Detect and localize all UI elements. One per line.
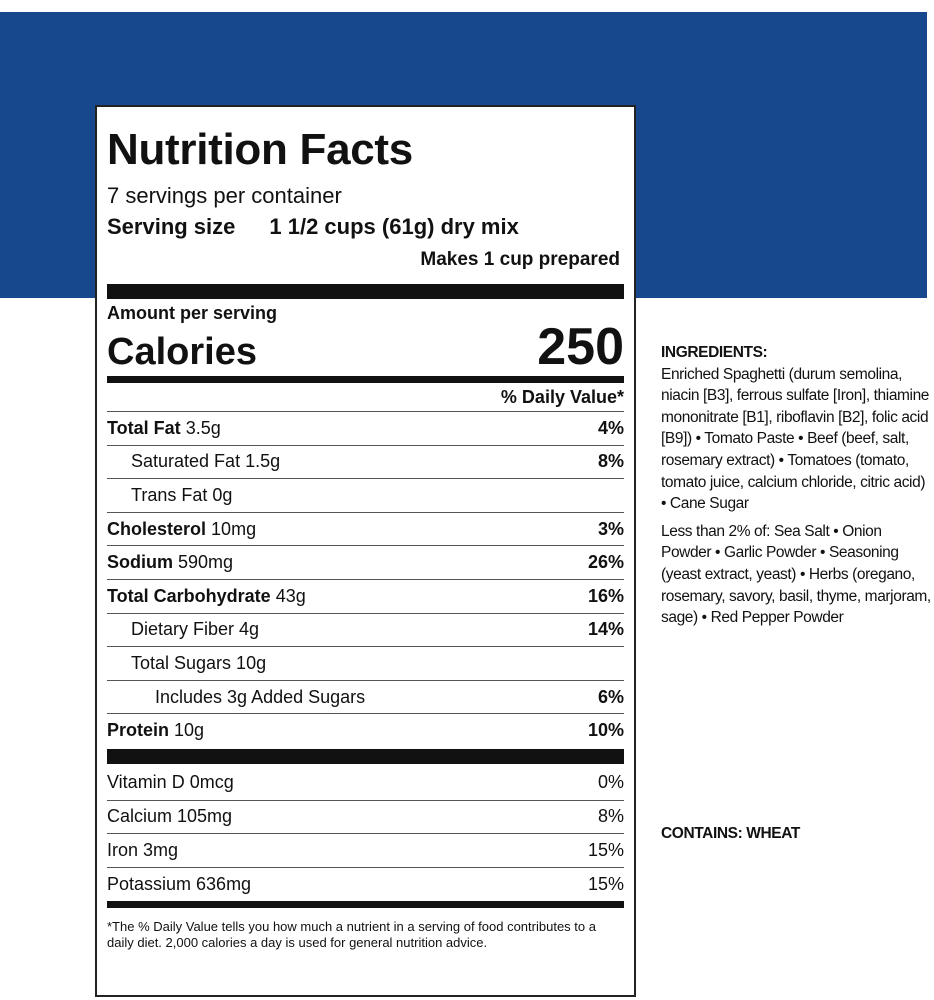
- daily-value-percent: 8%: [597, 451, 624, 472]
- allergen-statement: CONTAINS: WHEAT: [661, 825, 800, 842]
- nutrient-row: Total Fat 3.5g 4%: [107, 411, 624, 445]
- daily-value-percent: 0%: [597, 772, 624, 793]
- daily-value-percent: 14%: [587, 619, 624, 640]
- nutrient-row: Sodium 590mg 26%: [107, 545, 624, 579]
- daily-value-percent: 16%: [587, 585, 624, 606]
- medium-divider: [107, 376, 624, 383]
- label-title: Nutrition Facts: [107, 125, 413, 174]
- nutrient-name: Cholesterol 10mg: [107, 519, 256, 540]
- ingredients-main: Enriched Spaghetti (durum semolina, niac…: [661, 365, 930, 513]
- makes-prepared: Makes 1 cup prepared: [420, 249, 620, 270]
- daily-value-percent: 4%: [597, 417, 624, 438]
- nutrient-row: Total Carbohydrate 43g 16%: [107, 579, 624, 613]
- daily-value-percent: 10%: [587, 720, 624, 741]
- vitamin-row: Potassium 636mg 15%: [107, 866, 624, 901]
- nutrient-name: Saturated Fat 1.5g: [131, 451, 281, 472]
- vitamin-name: Iron 3mg: [107, 839, 179, 860]
- nutrient-name: Includes 3g Added Sugars: [155, 686, 366, 707]
- nutrient-row: Trans Fat 0g: [107, 478, 624, 512]
- nutrient-row: Total Sugars 10g: [107, 646, 624, 680]
- nutrient-name: Sodium 590mg: [107, 552, 233, 573]
- nutrient-name: Total Sugars 10g: [131, 652, 267, 673]
- nutrient-label: Sodium: [107, 552, 173, 573]
- nutrient-amount: 10mg: [211, 518, 257, 539]
- nutrient-name: Dietary Fiber 4g: [131, 619, 260, 640]
- vitamin-name: Vitamin D 0mcg: [107, 772, 234, 793]
- vitamin-name: Calcium 105mg: [107, 806, 233, 827]
- vitamin-row: Iron 3mg 15%: [107, 833, 624, 867]
- nutrient-label: Total Carbohydrate: [107, 585, 271, 606]
- nutrient-row: Protein 10g 10%: [107, 713, 624, 747]
- medium-divider: [107, 901, 624, 908]
- daily-value-percent: 6%: [597, 686, 624, 707]
- nutrient-name: Trans Fat 0g: [131, 484, 233, 505]
- nutrient-row: Cholesterol 10mg 3%: [107, 511, 624, 546]
- footnote: *The % Daily Value tells you how much a …: [107, 919, 596, 950]
- nutrient-amount: 10g: [174, 720, 205, 741]
- calories-row: Calories 250: [107, 317, 624, 377]
- daily-value-percent: 26%: [587, 552, 624, 573]
- vitamin-name: Potassium 636mg: [107, 873, 252, 894]
- daily-value-percent: 15%: [587, 873, 624, 894]
- nutrient-label: Protein: [107, 720, 170, 741]
- thick-divider: [107, 749, 624, 764]
- nutrient-row: Saturated Fat 1.5g 8%: [107, 444, 624, 479]
- nutrient-amount: 590mg: [178, 552, 234, 573]
- nutrient-row: Dietary Fiber 4g 14%: [107, 612, 624, 647]
- amount-per-serving: Amount per serving: [107, 303, 278, 323]
- serving-size-value: 1 1/2 cups (61g) dry mix: [269, 214, 519, 239]
- nutrient-name: Protein 10g: [107, 720, 204, 741]
- vitamin-row: Calcium 105mg 8%: [107, 799, 624, 834]
- nutrition-facts-label: Nutrition Facts 7 servings per container…: [95, 105, 636, 997]
- daily-value-percent: 8%: [597, 806, 624, 827]
- nutrient-amount: 3.5g: [185, 417, 221, 438]
- serving-size-label: Serving size: [107, 214, 236, 239]
- serving-size: Serving size 1 1/2 cups (61g) dry mix: [107, 214, 624, 240]
- daily-value-percent: 15%: [587, 839, 624, 860]
- nutrient-name: Total Fat 3.5g: [107, 418, 221, 439]
- nutrient-label: Total Fat: [107, 417, 181, 438]
- ingredients-panel: INGREDIENTS: Enriched Spaghetti (durum s…: [661, 342, 931, 635]
- calories-value: 250: [537, 318, 624, 376]
- ingredients-minor: Less than 2% of: Sea Salt • Onion Powder…: [661, 522, 931, 627]
- calories-label: Calories: [107, 331, 257, 373]
- daily-value-header: % Daily Value*: [500, 387, 624, 407]
- nutrient-label: Cholesterol: [107, 518, 207, 539]
- nutrient-row: Includes 3g Added Sugars 6%: [107, 679, 624, 714]
- nutrient-name: Total Carbohydrate 43g: [107, 586, 306, 607]
- nutrient-amount: 43g: [275, 585, 306, 606]
- servings-per-container: 7 servings per container: [107, 183, 342, 208]
- ingredients-heading: INGREDIENTS:: [661, 344, 768, 361]
- daily-value-percent: 3%: [597, 518, 624, 539]
- thick-divider: [107, 284, 624, 299]
- vitamin-row: Vitamin D 0mcg 0%: [107, 766, 624, 800]
